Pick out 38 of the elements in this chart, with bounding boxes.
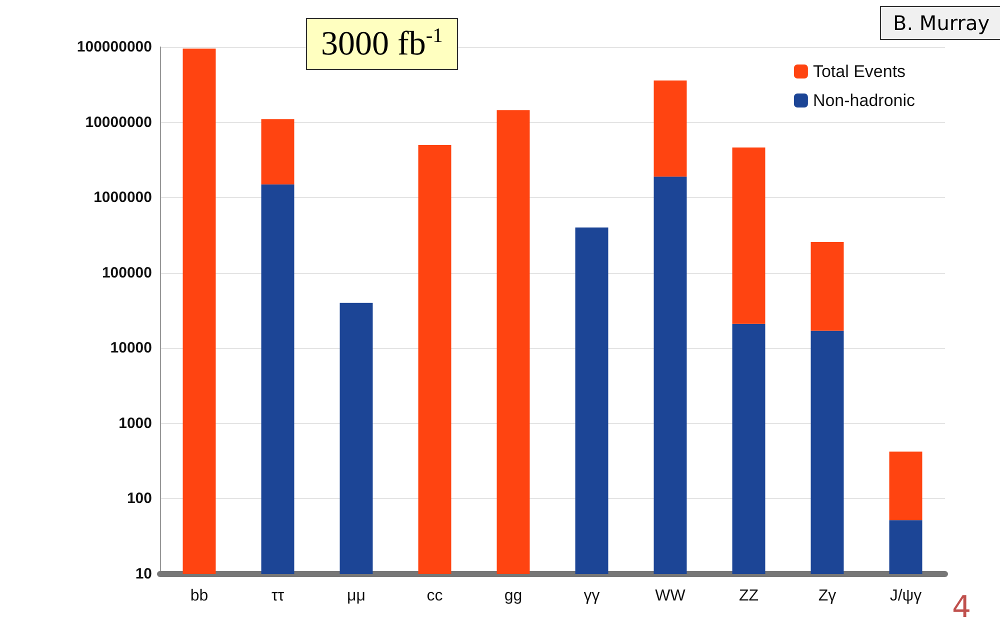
y-tick-label: 100000000 (76, 38, 152, 56)
y-tick-label: 1000000 (94, 189, 152, 206)
bar (732, 324, 766, 574)
x-tick-label: bb (190, 588, 208, 604)
x-tick-label: Zγ (818, 588, 836, 604)
bar (182, 48, 216, 574)
bar (654, 80, 687, 177)
text: 4 (952, 590, 972, 625)
annotation: 3000 fb$^{-1}$ (306, 18, 458, 70)
bar (732, 148, 766, 324)
bar (575, 228, 608, 574)
x-tick-label: WW (655, 588, 686, 604)
y-tick-label: 1000 (118, 414, 152, 432)
x-tick-label: ZZ (738, 588, 759, 604)
bar (889, 452, 922, 520)
legend-label: Non-hadronic (812, 91, 916, 110)
y-tick-label: 10000000 (85, 114, 152, 131)
bar (261, 119, 294, 184)
bar (810, 242, 844, 331)
x-tick-label: γγ (584, 588, 600, 604)
x-tick-label: J/ψγ (890, 588, 922, 604)
x-tick-label: ττ (271, 588, 285, 604)
x-tick-label: μμ (347, 588, 366, 604)
y-tick-label: 100000 (102, 264, 152, 282)
y-tick-label: 10 (135, 566, 152, 582)
bar (261, 184, 294, 574)
text: B. Murray (880, 6, 1000, 40)
bar (496, 110, 530, 574)
bar (340, 302, 373, 574)
bar (889, 520, 922, 574)
bar (654, 176, 687, 574)
y-tick-label: 10000 (110, 340, 152, 357)
bar (418, 144, 452, 574)
bar (810, 330, 844, 574)
legend-label: Total Events (812, 62, 906, 81)
x-tick-label: cc (426, 588, 443, 604)
y-tick-label: 100 (126, 490, 152, 508)
x-tick-label: gg (504, 588, 522, 604)
